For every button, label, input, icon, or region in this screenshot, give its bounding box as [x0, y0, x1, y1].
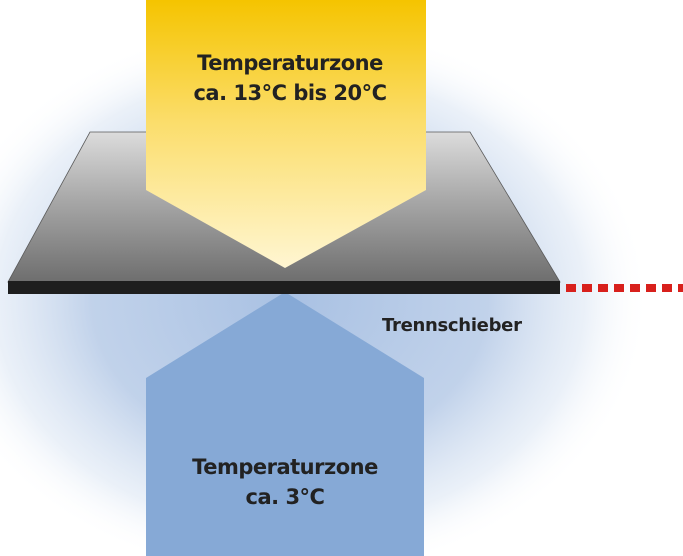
warm-zone-title: Temperaturzone — [197, 51, 383, 75]
warm-zone-label: Temperaturzone ca. 13°C bis 20°C — [150, 48, 430, 108]
divider-edge — [8, 281, 560, 294]
divider-label: Trennschieber — [382, 315, 522, 336]
cold-zone-arrow — [146, 292, 424, 556]
cold-zone-title: Temperaturzone — [192, 455, 378, 479]
cold-zone-range: ca. 3°C — [245, 485, 325, 509]
warm-zone-range: ca. 13°C bis 20°C — [193, 81, 387, 105]
cold-zone-label: Temperaturzone ca. 3°C — [140, 452, 430, 512]
warm-zone-arrow — [146, 0, 426, 268]
